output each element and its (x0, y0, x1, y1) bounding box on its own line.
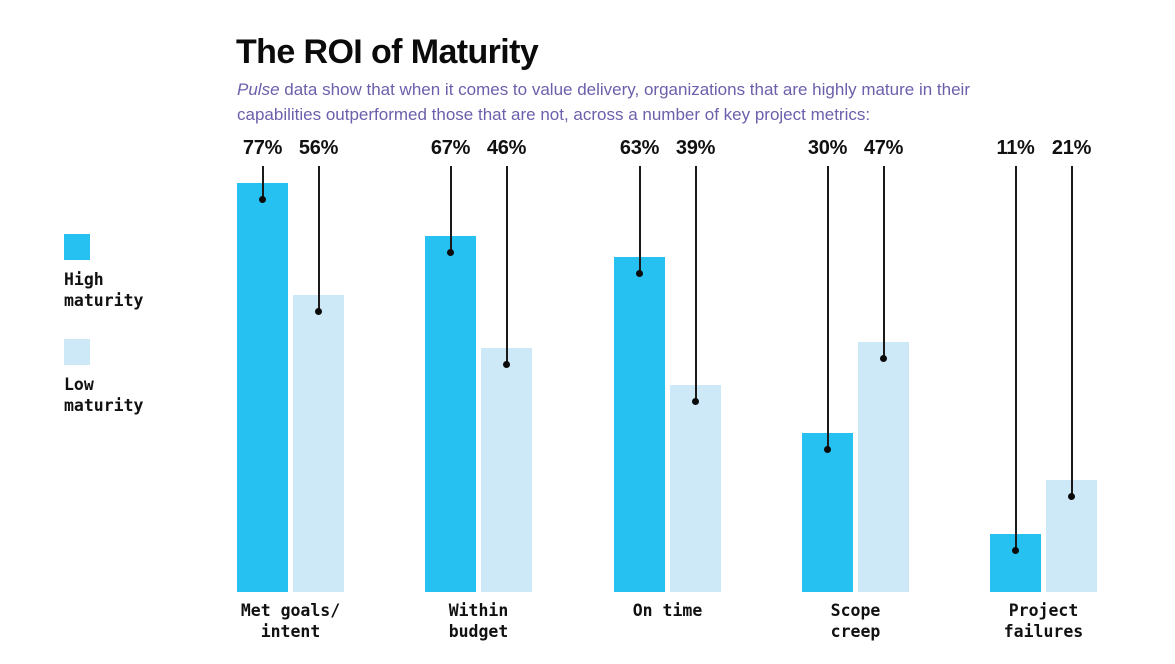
bar-value-label: 39% (675, 137, 716, 159)
category-label: Within budget (448, 601, 509, 641)
leader-dot (880, 354, 887, 362)
leader-dot (636, 269, 643, 277)
page-subtitle: Pulse data show that when it comes to va… (237, 78, 970, 127)
bar-low-maturity (670, 385, 721, 592)
leader-line (1014, 166, 1017, 550)
leader-dot (259, 195, 266, 203)
leader-dot (315, 307, 322, 315)
legend-item-low-maturity: Low maturity (64, 339, 143, 416)
bar-high-maturity (614, 257, 665, 592)
legend-label-line: High (64, 270, 104, 289)
leader-dot (824, 445, 831, 453)
bar-value-label: 56% (298, 137, 339, 159)
bar-value-label: 77% (242, 137, 283, 159)
category-label: On time (632, 601, 703, 620)
bar-low-maturity (293, 295, 344, 592)
legend-label-line: maturity (64, 291, 144, 310)
leader-line (449, 166, 452, 252)
leader-dot (447, 248, 454, 256)
subtitle-italic-word: Pulse (237, 80, 280, 99)
bar-value-label: 46% (486, 137, 527, 159)
category-label: Met goals/intent (240, 601, 341, 641)
leader-line (826, 166, 829, 449)
bar-value-label: 63% (619, 137, 660, 159)
bar-low-maturity (481, 348, 532, 592)
bar-value-label: 47% (863, 137, 904, 159)
legend-swatch-low-maturity (64, 339, 90, 365)
legend-swatch-high-maturity (64, 234, 90, 260)
leader-dot (1012, 546, 1019, 554)
bar-low-maturity (858, 342, 909, 592)
bar-value-label: 30% (807, 137, 848, 159)
leader-line (1070, 166, 1073, 496)
leader-line (882, 166, 885, 358)
bar-high-maturity (237, 183, 288, 592)
bar-value-label: 21% (1051, 137, 1092, 159)
bar-high-maturity (425, 236, 476, 592)
leader-line (694, 166, 697, 401)
leader-line (317, 166, 320, 311)
subtitle-line-2: capabilities outperformed those that are… (237, 104, 871, 124)
leader-line (638, 166, 641, 273)
bar-value-label: 67% (430, 137, 471, 159)
page-title: The ROI of Maturity (236, 33, 539, 71)
subtitle-line-1: Pulse data show that when it comes to va… (237, 78, 970, 103)
subtitle-line-1-rest: data show that when it comes to value de… (279, 80, 970, 99)
leader-line (505, 166, 508, 364)
bar-value-label: 11% (996, 137, 1035, 159)
legend-label-line: Low (64, 375, 94, 394)
category-label: Scope creep (830, 601, 881, 641)
legend-label-line: maturity (64, 396, 144, 415)
leader-dot (503, 360, 510, 368)
leader-dot (692, 397, 699, 405)
legend-label-high-maturity: High maturity (64, 269, 143, 311)
leader-line (261, 166, 264, 199)
legend-label-low-maturity: Low maturity (64, 374, 143, 416)
bar-high-maturity (802, 433, 853, 592)
category-label: Project failures (1003, 601, 1084, 641)
leader-dot (1068, 492, 1075, 500)
legend-item-high-maturity: High maturity (64, 234, 143, 311)
